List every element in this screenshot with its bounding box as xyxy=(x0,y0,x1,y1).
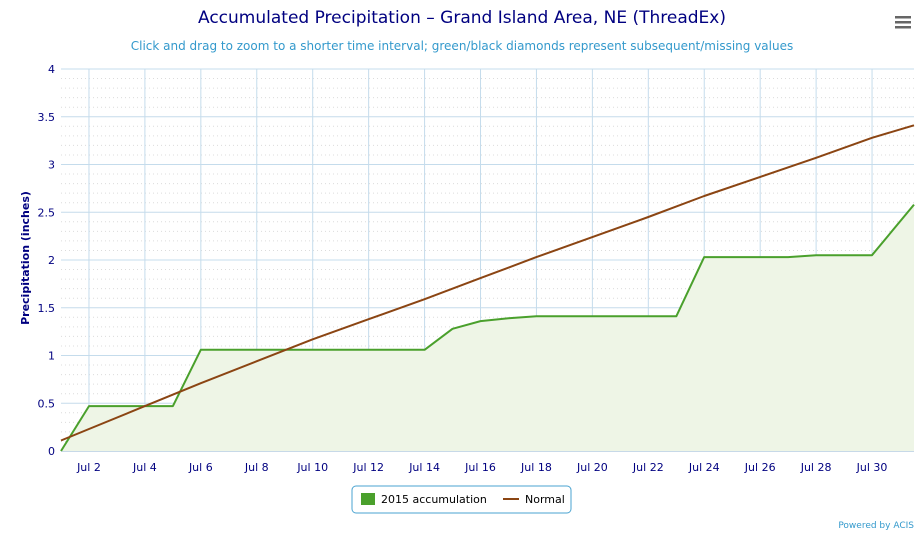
y-tick-label: 1 xyxy=(48,350,55,363)
x-tick-label: Jul 6 xyxy=(188,461,213,474)
x-tick-label: Jul 16 xyxy=(464,461,496,474)
x-tick-label: Jul 26 xyxy=(744,461,776,474)
y-axis-title: Precipitation (inches) xyxy=(19,191,32,325)
chart-subtitle: Click and drag to zoom to a shorter time… xyxy=(131,39,793,53)
y-tick-label: 1.5 xyxy=(38,302,56,315)
x-tick-label: Jul 12 xyxy=(352,461,384,474)
x-axis-ticks: Jul 2 Jul 4 Jul 6 Jul 8 Jul 10 Jul 12 Jul 14 Ju… xyxy=(76,461,887,474)
series-line-accumulation[interactable] xyxy=(60,203,915,452)
y-tick-label: 2.5 xyxy=(38,206,56,219)
y-tick-label: 4 xyxy=(48,63,55,76)
x-tick-label: Jul 10 xyxy=(296,461,328,474)
x-tick-label: Jul 4 xyxy=(132,461,157,474)
x-tick-label: Jul 22 xyxy=(632,461,664,474)
hamburger-menu-icon[interactable] xyxy=(895,16,911,29)
x-tick-label: Jul 24 xyxy=(688,461,720,474)
y-tick-label: 2 xyxy=(48,254,55,267)
x-tick-label: Jul 14 xyxy=(408,461,440,474)
accumulation-area xyxy=(61,204,914,451)
legend-item-normal[interactable]: Normal xyxy=(503,493,565,506)
x-tick-label: Jul 20 xyxy=(576,461,608,474)
y-tick-label: 0 xyxy=(48,445,55,458)
credit-link[interactable]: Powered by ACIS xyxy=(838,521,914,531)
y-axis-ticks: 0 0.5 1 1.5 2 2.5 3 3.5 4 xyxy=(38,63,56,458)
x-tick-label: Jul 18 xyxy=(520,461,552,474)
y-tick-label: 3.5 xyxy=(38,111,56,124)
x-tick-label: Jul 2 xyxy=(76,461,101,474)
legend-label-accumulation: 2015 accumulation xyxy=(381,493,487,506)
legend-label-normal: Normal xyxy=(525,493,565,506)
menu-button[interactable] xyxy=(888,10,916,36)
y-tick-label: 0.5 xyxy=(38,397,56,410)
series-area-accumulation xyxy=(61,204,914,451)
series-line-normal[interactable] xyxy=(60,124,915,442)
x-tick-label: Jul 28 xyxy=(800,461,832,474)
legend-box xyxy=(351,485,572,514)
chart-title: Accumulated Precipitation – Grand Island… xyxy=(198,8,726,28)
legend-item-2015-accumulation[interactable]: 2015 accumulation xyxy=(361,493,487,506)
legend-swatch-accumulation xyxy=(361,493,375,505)
y-tick-label: 3 xyxy=(48,159,55,172)
legend: 2015 accumulation Normal xyxy=(351,485,572,514)
x-tick-label: Jul 30 xyxy=(856,461,888,474)
x-tick-label: Jul 8 xyxy=(244,461,269,474)
series-lines xyxy=(60,124,915,452)
